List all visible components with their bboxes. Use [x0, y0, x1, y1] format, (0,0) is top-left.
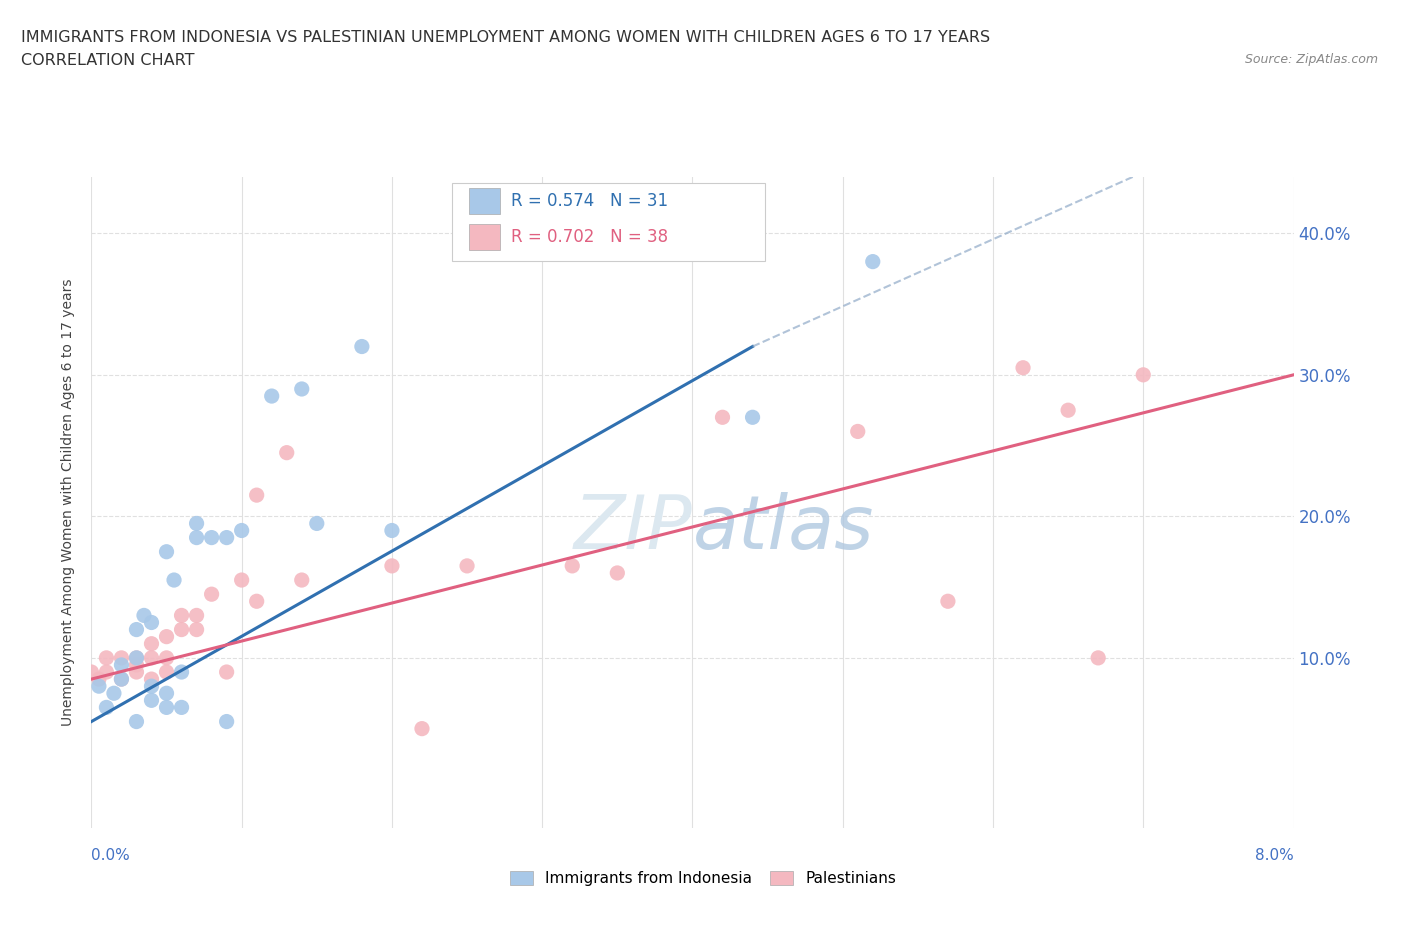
Point [110, 658, 132, 672]
Point [1012, 360, 1035, 375]
Point [110, 650, 132, 665]
Point [456, 558, 478, 573]
Point [125, 665, 148, 680]
Point [141, 615, 163, 630]
Point [186, 608, 208, 623]
Point [186, 516, 208, 531]
Text: R = 0.702   N = 38: R = 0.702 N = 38 [512, 228, 668, 246]
Point [141, 636, 163, 651]
Point [1132, 367, 1154, 382]
Point [141, 693, 163, 708]
Point [350, 339, 373, 354]
Point [110, 671, 132, 686]
Point [96, 700, 118, 715]
Point [711, 410, 734, 425]
Text: Source: ZipAtlas.com: Source: ZipAtlas.com [1244, 53, 1378, 66]
Y-axis label: Unemployment Among Women with Children Ages 6 to 17 years: Unemployment Among Women with Children A… [62, 278, 76, 726]
Point [291, 381, 314, 396]
Point [246, 487, 269, 502]
Point [186, 530, 208, 545]
Point [170, 665, 193, 680]
Text: atlas: atlas [692, 492, 875, 565]
Point [141, 679, 163, 694]
Point [862, 254, 884, 269]
Point [155, 650, 177, 665]
Legend: Immigrants from Indonesia, Palestinians: Immigrants from Indonesia, Palestinians [503, 865, 903, 893]
Point [110, 671, 132, 686]
Point [260, 389, 283, 404]
Point [96, 650, 118, 665]
Point [741, 410, 763, 425]
Point [141, 650, 163, 665]
Point [155, 544, 177, 559]
Point [155, 630, 177, 644]
Point [201, 587, 224, 602]
Point [96, 665, 118, 680]
Point [87, 671, 110, 686]
Point [125, 650, 148, 665]
Text: 8.0%: 8.0% [1254, 848, 1294, 863]
Point [381, 558, 404, 573]
Point [103, 685, 125, 700]
Point [155, 700, 177, 715]
Point [561, 558, 583, 573]
Point [125, 658, 148, 672]
Text: ZIP: ZIP [574, 492, 692, 565]
Point [186, 622, 208, 637]
Point [125, 622, 148, 637]
Point [155, 685, 177, 700]
Point [291, 573, 314, 588]
Point [381, 523, 404, 538]
Point [936, 594, 959, 609]
Point [141, 671, 163, 686]
Point [231, 523, 253, 538]
Point [276, 445, 298, 460]
Text: R = 0.574   N = 31: R = 0.574 N = 31 [512, 193, 668, 210]
Text: IMMIGRANTS FROM INDONESIA VS PALESTINIAN UNEMPLOYMENT AMONG WOMEN WITH CHILDREN : IMMIGRANTS FROM INDONESIA VS PALESTINIAN… [21, 30, 990, 45]
Point [170, 622, 193, 637]
Point [163, 573, 186, 588]
Text: 0.0%: 0.0% [91, 848, 131, 863]
Point [411, 721, 433, 736]
Point [155, 665, 177, 680]
Point [170, 700, 193, 715]
Text: CORRELATION CHART: CORRELATION CHART [21, 53, 194, 68]
Point [305, 516, 328, 531]
Point [125, 650, 148, 665]
Point [846, 424, 869, 439]
Point [1057, 403, 1080, 418]
Point [1087, 650, 1109, 665]
Point [132, 608, 155, 623]
Point [215, 714, 238, 729]
Point [215, 530, 238, 545]
Point [201, 530, 224, 545]
Point [606, 565, 628, 580]
Point [80, 665, 103, 680]
Point [87, 679, 110, 694]
Point [231, 573, 253, 588]
Point [215, 665, 238, 680]
Point [170, 608, 193, 623]
Point [246, 594, 269, 609]
Point [125, 714, 148, 729]
